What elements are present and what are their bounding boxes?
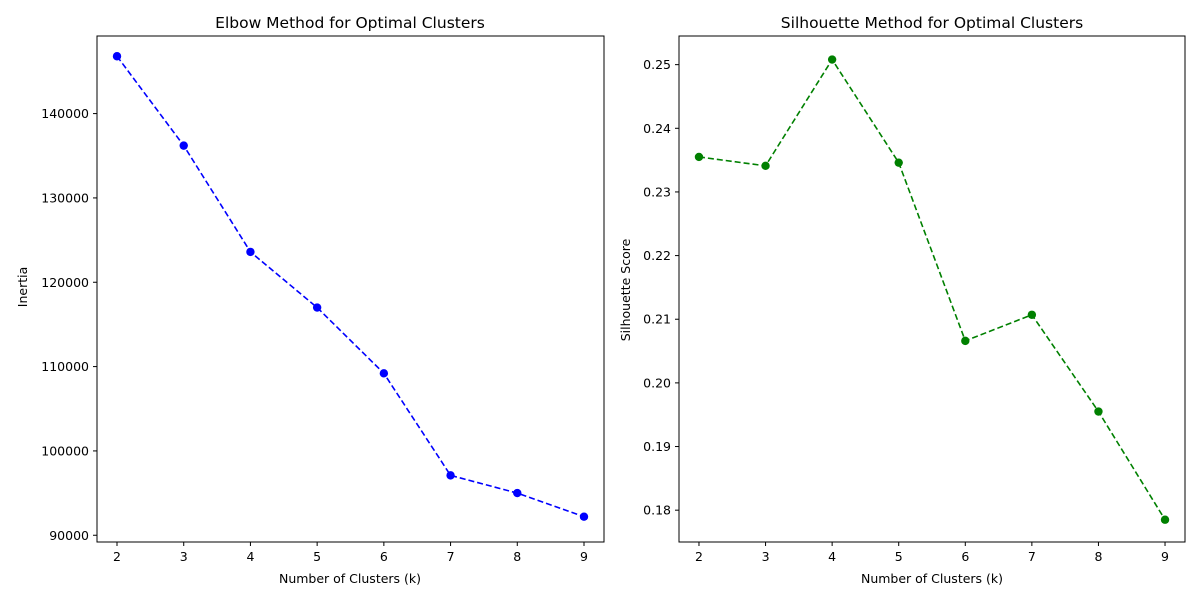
y-tick-label: 0.19 <box>643 439 671 454</box>
x-tick-label: 8 <box>513 549 521 564</box>
y-tick-label: 130000 <box>41 190 89 205</box>
data-point <box>312 303 322 312</box>
data-point <box>827 55 837 64</box>
axis-ticks: 2 3 4 5 6 7 8 9 0.18 0.19 0.20 0.21 0.22 0.23 0.24 0.25 <box>643 57 1169 564</box>
y-tick-label: 140000 <box>41 106 89 121</box>
y-tick-label: 0.20 <box>643 375 671 390</box>
series-line <box>698 58 1166 521</box>
data-point <box>1160 515 1170 524</box>
x-axis-label: Number of Clusters (k) <box>861 571 1003 586</box>
x-tick-label: 5 <box>313 549 321 564</box>
plot-frame <box>96 35 605 543</box>
y-tick-label: 0.22 <box>643 248 671 263</box>
y-tick-label: 0.23 <box>643 184 671 199</box>
series-line <box>116 55 585 518</box>
y-tick-label: 110000 <box>41 359 89 374</box>
data-point <box>579 512 589 521</box>
x-tick-label: 8 <box>1094 549 1102 564</box>
data-point <box>761 161 770 171</box>
y-tick-label: 0.25 <box>643 57 671 72</box>
data-point <box>1094 407 1103 416</box>
y-tick-label: 0.24 <box>643 121 671 136</box>
data-point <box>1027 310 1037 319</box>
x-tick-label: 7 <box>447 549 455 564</box>
x-tick-label: 3 <box>762 549 770 564</box>
y-axis-label: Silhouette Score <box>618 238 633 341</box>
x-tick-label: 4 <box>828 549 836 564</box>
chart-title: Silhouette Method for Optimal Clusters <box>781 14 1083 32</box>
data-point <box>179 141 188 150</box>
data-point <box>894 158 903 167</box>
plot-frame <box>678 35 1186 543</box>
series-group <box>112 52 589 521</box>
data-point <box>961 336 970 346</box>
series-group <box>694 55 1170 524</box>
x-axis-label: Number of Clusters (k) <box>279 571 421 586</box>
data-point <box>513 488 522 498</box>
data-point <box>246 247 255 257</box>
x-tick-label: 6 <box>961 549 969 564</box>
y-tick-label: 100000 <box>41 443 89 458</box>
axis-ticks: 2 3 4 5 6 7 8 9 90000 100000 110000 120000 130000 140… <box>41 106 588 564</box>
y-tick-label: 120000 <box>41 275 89 290</box>
data-point <box>694 152 704 162</box>
y-tick-label: 0.21 <box>643 312 671 327</box>
elbow-chart: Elbow Method for Optimal Clusters Number… <box>15 14 605 586</box>
silhouette-chart: Silhouette Method for Optimal Clusters N… <box>618 14 1186 586</box>
y-axis-label: Inertia <box>15 267 30 307</box>
x-tick-label: 6 <box>380 549 388 564</box>
x-tick-label: 3 <box>180 549 188 564</box>
x-tick-label: 9 <box>580 549 588 564</box>
chart-title: Elbow Method for Optimal Clusters <box>215 14 485 32</box>
data-point <box>379 369 389 378</box>
x-tick-label: 2 <box>113 549 121 564</box>
y-tick-label: 0.18 <box>643 503 671 518</box>
data-point <box>446 471 455 480</box>
x-tick-label: 4 <box>246 549 254 564</box>
x-tick-label: 2 <box>695 549 703 564</box>
x-tick-label: 9 <box>1161 549 1169 564</box>
data-point <box>112 52 122 61</box>
y-tick-label: 90000 <box>49 528 89 543</box>
x-tick-label: 7 <box>1028 549 1036 564</box>
x-tick-label: 5 <box>895 549 903 564</box>
